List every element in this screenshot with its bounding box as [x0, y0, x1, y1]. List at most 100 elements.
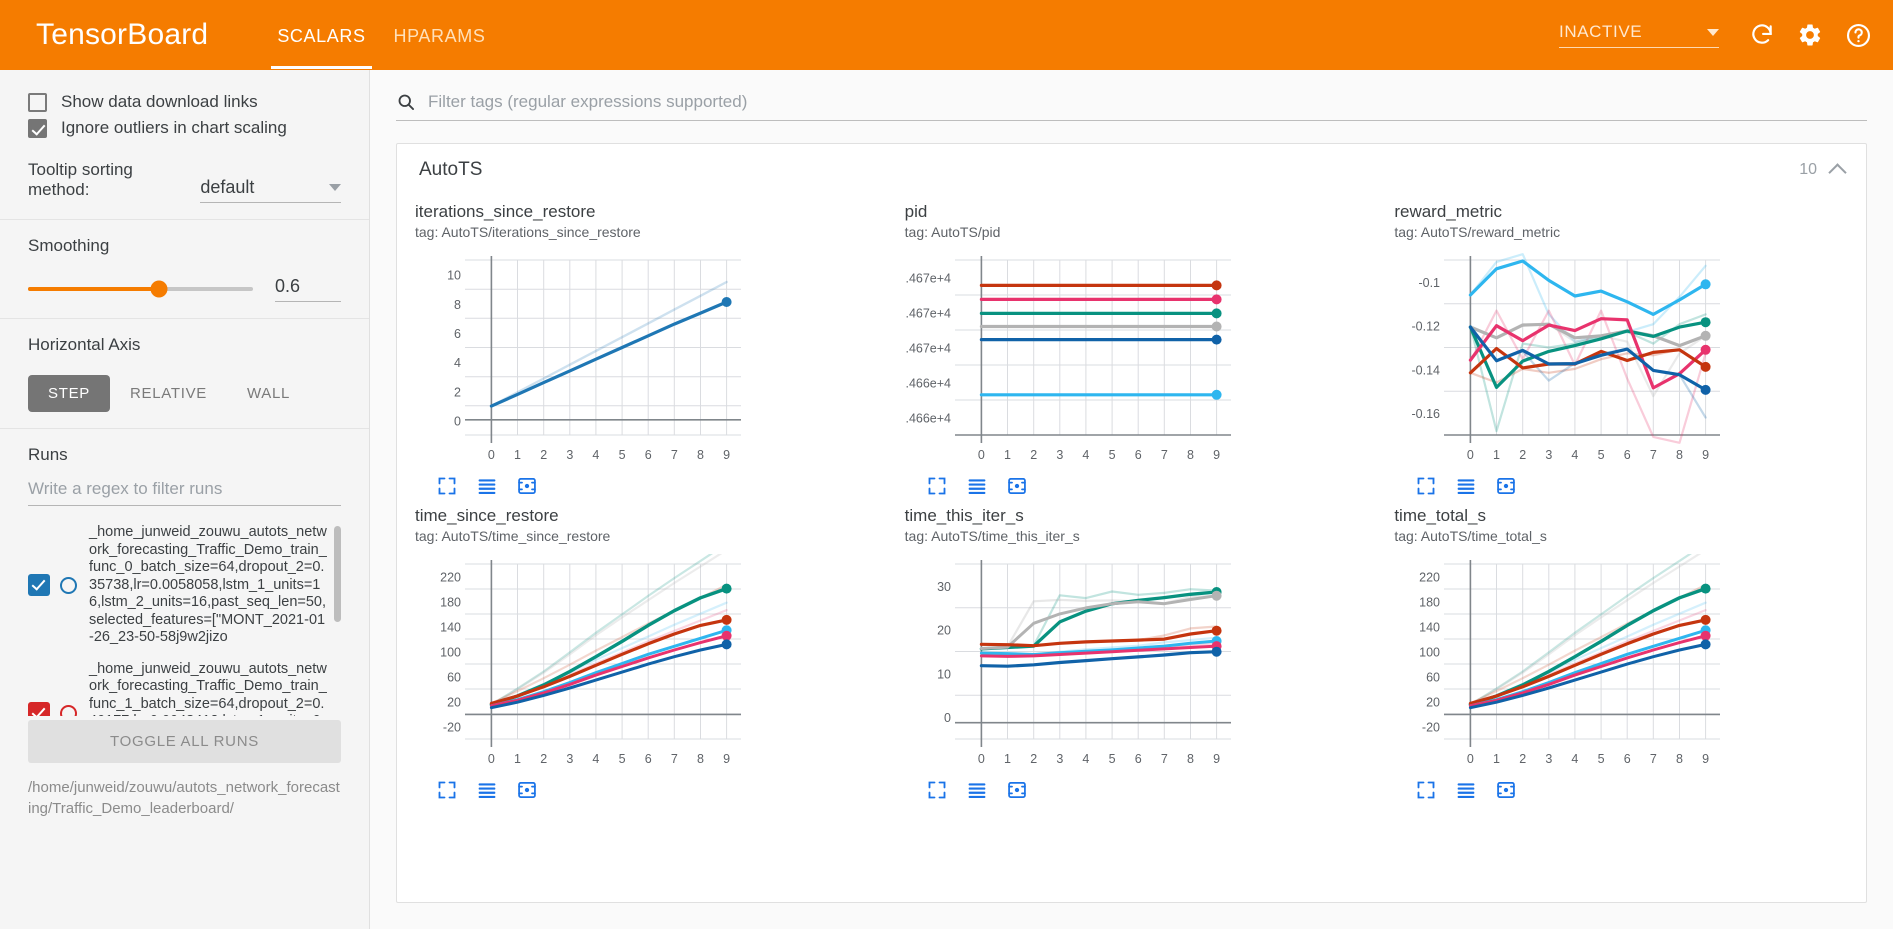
tag-group-header[interactable]: AutoTS 10 — [397, 144, 1866, 196]
toggle-y-axis-icon[interactable] — [967, 780, 987, 800]
chart-toolbar — [415, 774, 877, 804]
run-status-value: INACTIVE — [1559, 22, 1643, 41]
smoothing-slider[interactable] — [28, 280, 253, 298]
gear-icon[interactable] — [1793, 18, 1827, 52]
chart-plot[interactable]: -0.16 -0.14 -0.12 -0.1 0 1 2 3 4 5 6 7 8 9 — [1394, 250, 1856, 470]
expand-icon[interactable] — [927, 476, 947, 496]
svg-text:60: 60 — [447, 671, 461, 685]
svg-text:8: 8 — [1676, 752, 1683, 766]
svg-text:9: 9 — [1213, 752, 1220, 766]
chart-toolbar — [415, 470, 877, 500]
run-checkbox[interactable] — [28, 574, 50, 597]
svg-text:220: 220 — [1419, 571, 1440, 585]
svg-text:2.467e+4: 2.467e+4 — [905, 342, 951, 356]
svg-text:20: 20 — [447, 696, 461, 710]
expand-icon[interactable] — [1416, 476, 1436, 496]
svg-text:-0.1: -0.1 — [1419, 276, 1441, 290]
chart-title: reward_metric — [1394, 202, 1503, 221]
refresh-icon[interactable] — [1745, 18, 1779, 52]
svg-text:6: 6 — [1134, 752, 1141, 766]
svg-text:-0.14: -0.14 — [1412, 363, 1441, 377]
svg-text:2.466e+4: 2.466e+4 — [905, 377, 951, 391]
toggle-all-runs-button[interactable]: TOGGLE ALL RUNS — [28, 720, 341, 763]
runs-section: Runs Write a regex to filter runs _home_… — [0, 429, 369, 716]
reset-zoom-icon[interactable] — [1496, 780, 1516, 800]
expand-icon[interactable] — [437, 780, 457, 800]
chevron-down-icon — [1707, 28, 1719, 36]
svg-text:0: 0 — [978, 752, 985, 766]
show-download-links-row[interactable]: Show data download links — [28, 92, 341, 112]
chart-card-time_this_iter_s: time_this_iter_s tag: AutoTS/time_this_it… — [887, 500, 1377, 804]
svg-text:0: 0 — [1467, 752, 1474, 766]
reset-zoom-icon[interactable] — [517, 780, 537, 800]
svg-text:20: 20 — [937, 624, 951, 638]
tab-scalars[interactable]: SCALARS — [263, 2, 379, 69]
svg-text:0: 0 — [454, 414, 461, 428]
svg-text:60: 60 — [1426, 671, 1440, 685]
ignore-outliers-checkbox[interactable] — [28, 118, 47, 138]
expand-icon[interactable] — [927, 780, 947, 800]
expand-icon[interactable] — [437, 476, 457, 496]
runs-filter-input[interactable]: Write a regex to filter runs — [28, 479, 341, 506]
tag-filter-row[interactable]: Filter tags (regular expressions support… — [396, 92, 1867, 121]
list-item[interactable]: _home_junweid_zouwu_autots_network_forec… — [28, 661, 327, 716]
svg-text:8: 8 — [697, 448, 704, 462]
toggle-y-axis-icon[interactable] — [477, 476, 497, 496]
svg-text:5: 5 — [1108, 448, 1115, 462]
svg-text:0: 0 — [488, 752, 495, 766]
axis-option-relative[interactable]: RELATIVE — [129, 385, 207, 402]
run-status-select[interactable]: INACTIVE — [1559, 22, 1719, 48]
tab-hparams[interactable]: HPARAMS — [393, 25, 486, 46]
chart-plot[interactable]: -20 20 60 100 140 180 220 0 1 2 3 4 5 6 7 8 9 — [1394, 542, 1856, 774]
toggle-y-axis-icon[interactable] — [1456, 780, 1476, 800]
tag-group-count: 10 — [1799, 161, 1817, 178]
help-icon[interactable] — [1841, 18, 1875, 52]
svg-text:4: 4 — [1082, 752, 1089, 766]
svg-text:2: 2 — [454, 385, 461, 399]
chart-toolbar — [1394, 774, 1856, 804]
run-color-swatch[interactable] — [60, 704, 77, 716]
reset-zoom-icon[interactable] — [517, 476, 537, 496]
svg-text:7: 7 — [1650, 448, 1657, 462]
axis-option-wall[interactable]: WALL — [247, 385, 291, 402]
svg-text:3: 3 — [1546, 752, 1553, 766]
reset-zoom-icon[interactable] — [1007, 780, 1027, 800]
svg-text:20: 20 — [1426, 696, 1440, 710]
chart-plot[interactable]: -20 20 60 100 140 180 220 0 1 2 3 4 5 6 7 8 9 — [415, 542, 877, 774]
tag-group-card: AutoTS 10 iterations_since_restore tag: A… — [396, 143, 1867, 903]
svg-text:1: 1 — [1493, 752, 1500, 766]
toggle-y-axis-icon[interactable] — [1456, 476, 1476, 496]
toggle-y-axis-icon[interactable] — [477, 780, 497, 800]
svg-text:2: 2 — [1030, 448, 1037, 462]
expand-icon[interactable] — [1416, 780, 1436, 800]
toggle-y-axis-icon[interactable] — [967, 476, 987, 496]
svg-text:100: 100 — [440, 646, 461, 660]
svg-text:2.467e+4: 2.467e+4 — [905, 307, 951, 321]
chart-toolbar — [905, 774, 1367, 804]
ignore-outliers-row[interactable]: Ignore outliers in chart scaling — [28, 118, 341, 138]
chart-plot[interactable]: 0 2 4 6 8 10 0 1 2 3 4 5 6 7 8 9 — [415, 250, 877, 470]
reset-zoom-icon[interactable] — [1007, 476, 1027, 496]
tag-filter-input[interactable]: Filter tags (regular expressions support… — [428, 92, 748, 111]
chart-plot[interactable]: 2.466e+4 2.466e+4 2.467e+4 2.467e+4 2.467e+4… — [898, 250, 1367, 470]
svg-text:4: 4 — [592, 448, 599, 462]
run-color-swatch[interactable] — [60, 576, 77, 594]
chart-plot[interactable]: 0 10 20 30 0 1 2 3 4 5 6 7 8 9 — [905, 554, 1367, 774]
app-title: TensorBoard — [36, 18, 209, 51]
chevron-up-icon[interactable] — [1828, 163, 1847, 182]
show-download-links-checkbox[interactable] — [28, 92, 47, 112]
svg-text:0: 0 — [1467, 448, 1474, 462]
axis-option-step[interactable]: STEP — [28, 375, 110, 412]
tooltip-sorting-select[interactable]: default — [200, 177, 341, 203]
svg-text:0: 0 — [944, 711, 951, 725]
list-item[interactable]: _home_junweid_zouwu_autots_network_forec… — [28, 524, 327, 647]
reset-zoom-icon[interactable] — [1496, 476, 1516, 496]
run-checkbox[interactable] — [28, 702, 50, 716]
svg-text:3: 3 — [1056, 448, 1063, 462]
svg-text:7: 7 — [1160, 448, 1167, 462]
run-list-scrollbar[interactable] — [334, 526, 341, 622]
svg-text:0: 0 — [978, 448, 985, 462]
smoothing-slider-knob[interactable] — [150, 280, 167, 298]
run-list[interactable]: _home_junweid_zouwu_autots_network_forec… — [28, 524, 341, 716]
smoothing-value-input[interactable]: 0.6 — [275, 276, 341, 302]
